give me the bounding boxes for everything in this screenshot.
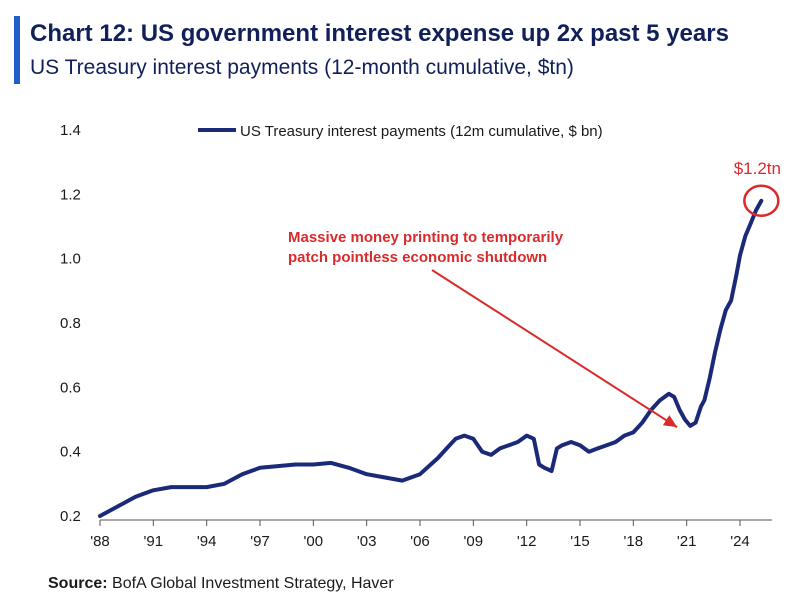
annotations: $1.2tn Massive money printing to temporar… [288, 159, 781, 428]
chart-title: Chart 12: US government interest expense… [30, 20, 729, 47]
source-text: BofA Global Investment Strategy, Haver [107, 575, 394, 592]
y-tick-label: 1.4 [60, 122, 81, 139]
highlight-circle [743, 184, 780, 218]
x-tick-label: '06 [410, 533, 430, 550]
line-chart: 0.2 0.4 0.6 0.8 1.0 1.2 1.4 '88 '91 '94 '97 '00 '03… [60, 122, 781, 550]
source-label: Source: [48, 575, 108, 592]
x-tick-label: '94 [197, 533, 217, 550]
annotation-arrowhead [662, 415, 678, 428]
annotation-arrow-line [431, 269, 678, 428]
y-tick-label: 1.0 [60, 251, 81, 268]
x-tick-label: '00 [304, 533, 324, 550]
x-tick-label: '12 [517, 533, 537, 550]
x-tick-label: '24 [730, 533, 750, 550]
x-axis: '88 '91 '94 '97 '00 '03 '06 '09 '12 '15 '18 '21 '24 [90, 519, 772, 550]
y-tick-label: 0.6 [60, 379, 81, 396]
y-tick-label: 0.2 [60, 508, 81, 525]
source-note: Source: BofA Global Investment Strategy,… [48, 575, 394, 593]
y-tick-label: 0.8 [60, 315, 81, 332]
x-tick-label: '03 [357, 533, 377, 550]
y-tick-label: 1.2 [60, 186, 81, 203]
x-tick-label: '09 [464, 533, 484, 550]
peak-value-label: $1.2tn [734, 159, 781, 178]
series-line [98, 198, 764, 518]
y-axis: 0.2 0.4 0.6 0.8 1.0 1.2 1.4 [60, 122, 81, 525]
x-tick-label: '21 [677, 533, 697, 550]
x-tick-label: '18 [624, 533, 644, 550]
y-tick-label: 0.4 [60, 444, 81, 461]
x-tick-label: '15 [570, 533, 590, 550]
legend-label: US Treasury interest payments (12m cumul… [240, 123, 603, 140]
chart-subtitle: US Treasury interest payments (12-month … [30, 56, 574, 79]
x-tick-label: '91 [144, 533, 164, 550]
x-tick-label: '88 [90, 533, 110, 550]
series-group [98, 198, 764, 518]
annotation-text-line1: Massive money printing to temporarily [288, 229, 564, 246]
brand-accent-bar [14, 16, 20, 84]
legend: US Treasury interest payments (12m cumul… [198, 123, 603, 140]
x-tick-label: '97 [250, 533, 270, 550]
annotation-text-line2: patch pointless economic shutdown [288, 249, 547, 266]
